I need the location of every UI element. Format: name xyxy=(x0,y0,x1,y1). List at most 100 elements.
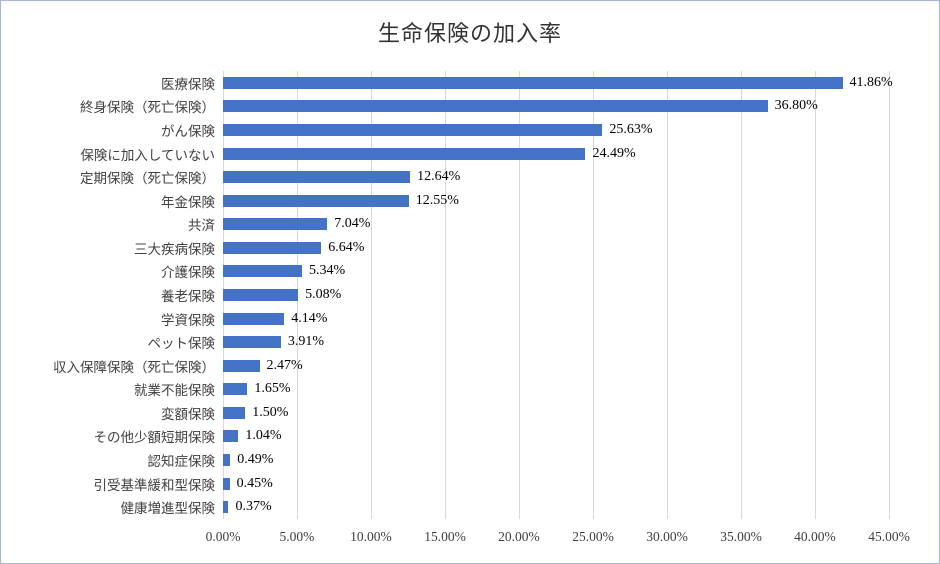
category-label: その他少額短期保険 xyxy=(93,430,216,446)
bar-row: 共済 7.04% xyxy=(1,212,889,236)
bar-row: 変額保険 1.50% xyxy=(1,401,889,425)
bar-row: がん保険 25.63% xyxy=(1,118,889,142)
gridline xyxy=(370,71,372,519)
bar-track: 24.49% xyxy=(223,142,889,166)
chart-title: 生命保険の加入率 xyxy=(377,21,562,46)
category-label: 健康増進型保険 xyxy=(120,501,216,517)
bar xyxy=(223,147,586,160)
x-tick-label: 35.00% xyxy=(720,529,762,544)
bar-track: 2.47% xyxy=(223,354,889,378)
bar xyxy=(223,76,843,89)
bar-track: 1.04% xyxy=(223,425,889,449)
value-label: 5.08% xyxy=(305,286,342,302)
bar-row: その他少額短期保険 1.04% xyxy=(1,425,889,449)
bar-track: 0.49% xyxy=(223,448,889,472)
value-label: 3.91% xyxy=(287,334,325,350)
bar-track: 12.64% xyxy=(223,165,889,189)
bar xyxy=(223,336,281,349)
value-label: 12.55% xyxy=(415,192,459,208)
gridline xyxy=(814,71,816,519)
category-label: 介護保険 xyxy=(161,265,215,281)
category-label: 変額保険 xyxy=(161,406,215,422)
category-label: 共済 xyxy=(188,218,215,234)
category-label: 定期保険（死亡保険） xyxy=(80,171,215,187)
category-label: 保険に加入していない xyxy=(80,147,215,163)
bar-track: 0.45% xyxy=(223,472,889,496)
value-label: 25.63% xyxy=(609,121,653,137)
bar-track: 36.80% xyxy=(223,95,889,119)
bar-rows: 医療保険 41.86% 終身保険（死亡保険） 36.80% がん保険 25.63% 保険に加… xyxy=(1,71,893,519)
bar-row: 終身保険（死亡保険） 36.80% xyxy=(1,95,889,119)
value-label: 1.04% xyxy=(245,428,282,444)
bar-row: 定期保険（死亡保険） 12.64% xyxy=(1,165,889,189)
bar xyxy=(223,100,768,113)
value-label: 24.49% xyxy=(592,145,636,161)
bar-row: 医療保険 41.86% xyxy=(1,71,893,95)
value-label: 2.47% xyxy=(266,357,303,373)
bar-track: 1.50% xyxy=(223,401,889,425)
bar-track: 5.08% xyxy=(223,283,889,307)
bar xyxy=(223,288,299,301)
value-label: 5.34% xyxy=(309,263,346,279)
value-label: 4.14% xyxy=(291,310,328,326)
x-tick-label: 25.00% xyxy=(572,529,614,544)
bar-row: 引受基準緩和型保険 0.45% xyxy=(1,472,889,496)
value-label: 0.45% xyxy=(236,475,273,491)
bar-row: 就業不能保険 1.65% xyxy=(1,378,889,402)
bar-row: ペット保険 3.91% xyxy=(1,330,889,354)
bar-row: 養老保険 5.08% xyxy=(1,283,889,307)
bar-track: 7.04% xyxy=(223,212,889,236)
bar xyxy=(223,241,322,254)
bar-track: 12.55% xyxy=(223,189,889,213)
bar xyxy=(223,265,303,278)
category-label: 医療保険 xyxy=(161,76,215,92)
bar-track: 6.64% xyxy=(223,236,889,260)
plot-area: 医療保険 41.86% 終身保険（死亡保険） 36.80% がん保険 25.63% 保険に加… xyxy=(1,63,939,563)
category-label: 引受基準緩和型保険 xyxy=(93,477,216,493)
value-label: 1.65% xyxy=(254,381,291,397)
category-label: 収入保障保険（死亡保険） xyxy=(53,359,215,375)
bar xyxy=(223,477,230,490)
value-label: 12.64% xyxy=(417,169,461,185)
bar-row: 保険に加入していない 24.49% xyxy=(1,142,889,166)
category-label: 認知症保険 xyxy=(147,454,216,470)
value-label: 0.49% xyxy=(237,452,274,468)
x-tick-label: 15.00% xyxy=(424,529,466,544)
value-label: 7.04% xyxy=(334,216,371,232)
gridline xyxy=(667,71,668,519)
bar xyxy=(223,430,239,443)
category-label: 学資保険 xyxy=(161,312,215,328)
x-tick-label: 45.00% xyxy=(868,529,910,544)
category-label: 養老保険 xyxy=(161,288,215,304)
value-label: 6.64% xyxy=(328,239,365,255)
x-tick-label: 30.00% xyxy=(646,529,688,544)
bar-row: 年金保険 12.55% xyxy=(1,189,889,213)
bar-track: 0.37% xyxy=(223,495,889,519)
category-label: がん保険 xyxy=(161,123,215,139)
bar xyxy=(223,171,411,184)
bar-track: 25.63% xyxy=(223,118,889,142)
gridline xyxy=(445,71,446,519)
bar xyxy=(223,454,231,467)
bar-row: 健康増進型保険 0.37% xyxy=(1,495,889,519)
value-label: 41.86% xyxy=(849,74,893,90)
bar xyxy=(223,218,328,231)
x-tick-label: 10.00% xyxy=(350,529,392,544)
value-label: 1.50% xyxy=(252,404,289,420)
bar-track: 4.14% xyxy=(223,307,889,331)
category-label: 就業不能保険 xyxy=(134,383,215,399)
category-label: 終身保険（死亡保険） xyxy=(80,100,215,116)
x-axis: 0.00% 5.00% 10.00% 15.00% 20.00% 25.00% 30.00%… xyxy=(206,529,910,549)
bar-row: 学資保険 4.14% xyxy=(1,307,889,331)
bar-row: 三大疾病保険 6.64% xyxy=(1,236,889,260)
x-tick-label: 20.00% xyxy=(498,529,540,544)
category-label: 年金保険 xyxy=(161,194,215,210)
bar xyxy=(223,501,229,514)
gridline xyxy=(889,71,890,519)
bar xyxy=(223,123,603,136)
bar-row: 認知症保険 0.49% xyxy=(1,448,889,472)
value-label: 0.37% xyxy=(235,499,272,515)
gridline xyxy=(593,71,594,519)
x-tick-label: 40.00% xyxy=(794,529,836,544)
